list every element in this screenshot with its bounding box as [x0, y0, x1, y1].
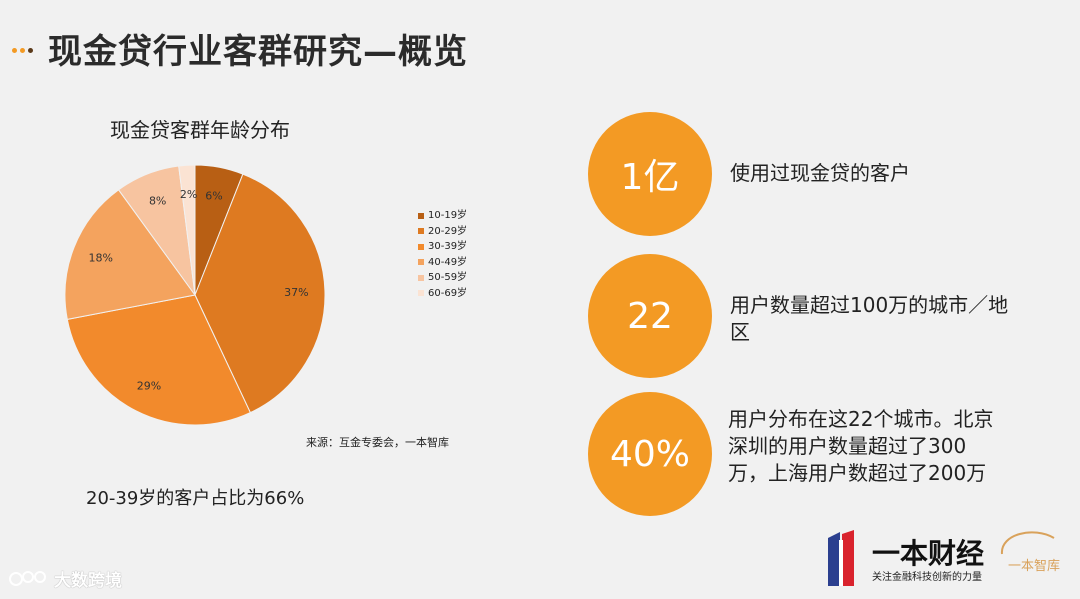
- legend-label: 60-69岁: [428, 287, 468, 299]
- logo-mark-blue: [828, 532, 840, 586]
- logo-name: 一本财经: [872, 537, 985, 570]
- page-title: 现金贷行业客群研究—概览: [48, 32, 468, 72]
- pie-slice-label: 8%: [149, 195, 166, 208]
- title-dot: [20, 48, 25, 53]
- legend-swatch: [418, 259, 424, 266]
- stat-circle-cities: 22: [588, 254, 712, 378]
- legend-item: 20-29岁: [418, 224, 467, 240]
- legend-swatch: [418, 290, 424, 297]
- title-dots: [12, 38, 36, 57]
- stat-circle-distribution: 40%: [588, 392, 712, 516]
- logo-mark-red: [842, 530, 854, 586]
- legend-label: 40-49岁: [428, 256, 468, 268]
- logo-mark-icon: [828, 530, 854, 586]
- legend-item: 60-69岁: [418, 286, 467, 302]
- chart-legend: 10-19岁 20-29岁 30-39岁 40-49岁 50-59岁 60-69…: [418, 208, 467, 301]
- legend-label: 10-19岁: [428, 210, 468, 221]
- yiben-stamp: 一本智库: [1000, 531, 1060, 574]
- watermark-text: 大数跨境: [54, 571, 122, 591]
- legend-label: 30-39岁: [428, 241, 468, 252]
- watermark: 大数跨境: [8, 566, 122, 591]
- legend-label: 20-29岁: [428, 225, 468, 237]
- age-pie-chart: 6% 37% 29% 18% 8% 2%: [64, 164, 326, 426]
- source-note: 来源：互金专委会，一本智库: [306, 436, 449, 449]
- legend-swatch: [418, 212, 424, 219]
- pie-slice-label: 18%: [88, 252, 112, 265]
- legend-swatch: [418, 228, 424, 235]
- stamp-text: 一本智库: [1008, 558, 1060, 574]
- pie-slice-label: 6%: [205, 189, 222, 202]
- logo-mark-white: [839, 540, 843, 586]
- pie-slice-label: 37%: [284, 286, 308, 299]
- title-dot: [12, 48, 17, 53]
- watermark-logo-icon: [9, 570, 46, 586]
- logo-slogan: 关注金融科技创新的力量: [872, 572, 982, 583]
- pie-slice: [64, 189, 196, 320]
- pie-slice-label: 2%: [180, 188, 197, 201]
- legend-item: 50-59岁: [418, 270, 467, 286]
- pie-slice: [66, 294, 252, 426]
- stat-circle-customers: 1亿: [588, 112, 712, 236]
- legend-label: 50-59岁: [428, 272, 468, 283]
- summary-text: 20-39岁的客户占比为66%: [86, 488, 305, 509]
- title-dot: [28, 48, 33, 53]
- pie-slice: [178, 164, 196, 296]
- stat-desc-customers: 使用过现金贷的客户: [730, 161, 910, 185]
- legend-item: 10-19岁: [418, 208, 467, 224]
- legend-item: 40-49岁: [418, 255, 467, 271]
- stat-desc-cities: 用户数量超过100万的城市／地区: [730, 293, 1009, 344]
- legend-item: 30-39岁: [418, 239, 467, 255]
- pie-slice-label: 29%: [137, 379, 161, 392]
- legend-swatch: [418, 274, 424, 281]
- legend-swatch: [418, 243, 424, 250]
- pie-slice: [194, 173, 326, 414]
- stat-desc-distribution: 用户分布在这22个城市。北京深圳的用户数量超过了300万，上海用户数超过了200…: [728, 407, 994, 485]
- chart-title: 现金贷客群年龄分布: [110, 118, 290, 142]
